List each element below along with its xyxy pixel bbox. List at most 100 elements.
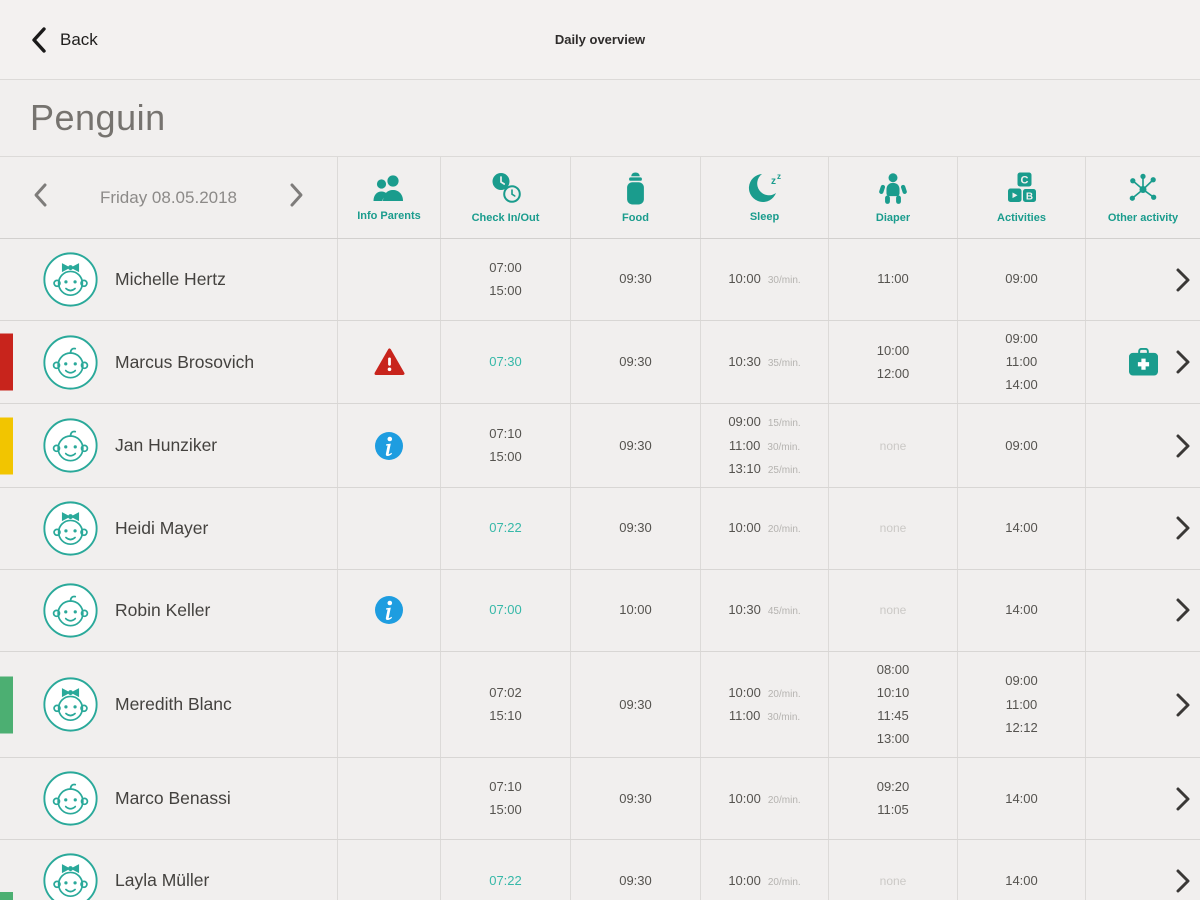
- sleep-cell: 10:30 45/min.: [700, 569, 828, 651]
- row-chevron-icon[interactable]: [1175, 868, 1191, 894]
- food-cell: 09:30: [570, 758, 700, 840]
- child-row[interactable]: Heidi Mayer 07:22 09:30 10:00 20/min. non…: [0, 487, 1200, 570]
- sleep-cell: 10:30 35/min.: [700, 321, 828, 404]
- prev-day-button[interactable]: [28, 178, 53, 217]
- diaper-none-label: none: [879, 873, 907, 888]
- child-avatar: [42, 676, 99, 733]
- child-cell: Michelle Hertz: [0, 239, 337, 320]
- row-chevron-icon[interactable]: [1175, 786, 1191, 812]
- diaper-none-label: none: [879, 438, 907, 453]
- baby-boy-avatar-icon: [43, 771, 98, 826]
- child-cell: Robin Keller: [0, 570, 337, 651]
- baby-diaper-icon: [879, 172, 907, 204]
- molecule-icon: [1129, 173, 1157, 201]
- info-parents-cell[interactable]: [337, 321, 440, 404]
- child-avatar: [42, 334, 99, 391]
- other-activity-cell: [1085, 651, 1200, 758]
- sleep-cell: 10:00 20/min.: [700, 487, 828, 569]
- activities-cell: 09:00 11:00 14:00: [957, 321, 1085, 404]
- diaper-cell: 10:00 12:00: [828, 321, 957, 404]
- check-in-out-cell: 07:00: [440, 569, 570, 651]
- food-cell: 10:00: [570, 569, 700, 651]
- check-in-out-cell: 07:10 15:00: [440, 404, 570, 487]
- row-flag: [0, 417, 13, 475]
- child-cell: Marco Benassi: [0, 758, 337, 839]
- food-cell: 09:30: [570, 487, 700, 569]
- other-activity-cell: [1085, 569, 1200, 651]
- child-row[interactable]: Marco Benassi 07:10 15:00 09:30 10:00 20/m…: [0, 758, 1200, 841]
- svg-text:z: z: [771, 176, 776, 187]
- food-cell: 09:30: [570, 840, 700, 900]
- child-name: Layla Müller: [115, 870, 210, 891]
- child-name: Michelle Hertz: [115, 269, 226, 289]
- diaper-none-label: none: [879, 521, 907, 536]
- child-avatar: [42, 500, 99, 557]
- child-avatar: [42, 582, 99, 639]
- info-parents-cell[interactable]: [337, 239, 440, 320]
- other-activity-cell: [1085, 487, 1200, 569]
- row-chevron-icon[interactable]: [1175, 349, 1191, 375]
- activities-cell: 09:00: [957, 239, 1085, 320]
- child-row[interactable]: Robin Keller 07:00 10:00 10:30 45/min. no…: [0, 569, 1200, 652]
- info-parents-cell[interactable]: [337, 840, 440, 900]
- column-header-check-in-out: Check In/Out: [440, 157, 570, 238]
- info-parents-cell[interactable]: [337, 569, 440, 651]
- info-icon: [375, 431, 403, 460]
- child-name: Robin Keller: [115, 599, 211, 620]
- activities-cell: 14:00: [957, 758, 1085, 840]
- info-parents-cell[interactable]: [337, 487, 440, 569]
- info-parents-cell[interactable]: [337, 758, 440, 840]
- svg-text:B: B: [1025, 191, 1032, 202]
- column-label: Other activity: [1107, 211, 1179, 224]
- column-header-sleep: z z Sleep: [700, 157, 828, 238]
- column-header-other-activity: Other activity: [1085, 157, 1200, 238]
- sleep-cell: 10:00 20/min. 11:00 30/min.: [700, 651, 828, 758]
- other-activity-cell: [1085, 404, 1200, 487]
- column-label: Food: [622, 211, 649, 224]
- child-avatar: [42, 251, 99, 308]
- children-list: Michelle Hertz 07:00 15:00 09:30 10:00 30/…: [0, 239, 1200, 900]
- child-cell: Jan Hunziker: [0, 404, 337, 486]
- back-button[interactable]: Back: [30, 26, 98, 54]
- group-header: Penguin: [0, 80, 1200, 157]
- column-label: Check In/Out: [471, 212, 540, 224]
- column-header-food: Food: [570, 157, 700, 238]
- child-avatar: [42, 417, 99, 474]
- parents-icon: [373, 175, 403, 201]
- svg-text:C: C: [1020, 174, 1028, 186]
- date-navigator: Friday 08.05.2018: [0, 157, 337, 238]
- check-in-out-cell: 07:02 15:10: [440, 651, 570, 758]
- child-row[interactable]: Michelle Hertz 07:00 15:00 09:30 10:00 30/…: [0, 239, 1200, 321]
- info-parents-cell[interactable]: [337, 404, 440, 487]
- first-aid-kit-icon: [1128, 347, 1158, 376]
- check-in-out-cell: 07:10 15:00: [440, 758, 570, 840]
- row-chevron-icon[interactable]: [1175, 515, 1191, 541]
- child-row[interactable]: Layla Müller 07:22 09:30 10:00 20/min. no…: [0, 840, 1200, 900]
- baby-bottle-icon: [627, 172, 644, 204]
- child-row[interactable]: Meredith Blanc 07:02 15:10 09:30 10:00 20/…: [0, 651, 1200, 759]
- child-row[interactable]: Jan Hunziker 07:10 15:00 09:30 09:00 15/mi…: [0, 404, 1200, 488]
- child-avatar: [42, 852, 99, 900]
- next-day-button[interactable]: [284, 178, 309, 217]
- other-activity-cell: [1085, 758, 1200, 840]
- check-in-out-clocks-icon: [492, 173, 521, 203]
- topbar: Back Daily overview: [0, 0, 1200, 80]
- activities-cell: 14:00: [957, 840, 1085, 900]
- row-chevron-icon[interactable]: [1175, 433, 1191, 459]
- row-chevron-icon[interactable]: [1175, 692, 1191, 718]
- column-label: Activities: [997, 211, 1046, 224]
- child-name: Marcus Brosovich: [115, 351, 255, 372]
- sleep-cell: 10:00 20/min.: [700, 758, 828, 840]
- child-row[interactable]: Marcus Brosovich 07:30 09:30 10:30 35/min…: [0, 321, 1200, 405]
- info-parents-cell[interactable]: [337, 651, 440, 758]
- child-name: Jan Hunziker: [115, 435, 218, 456]
- warning-icon: [374, 348, 404, 376]
- baby-girl-avatar-icon: [43, 677, 98, 732]
- group-name: Penguin: [30, 97, 166, 138]
- row-chevron-icon[interactable]: [1175, 267, 1191, 293]
- baby-boy-avatar-icon: [43, 583, 98, 638]
- diaper-cell: 09:20 11:05: [828, 758, 957, 840]
- row-chevron-icon[interactable]: [1175, 597, 1191, 623]
- diaper-cell: 11:00: [828, 239, 957, 320]
- child-cell: Layla Müller: [0, 840, 337, 900]
